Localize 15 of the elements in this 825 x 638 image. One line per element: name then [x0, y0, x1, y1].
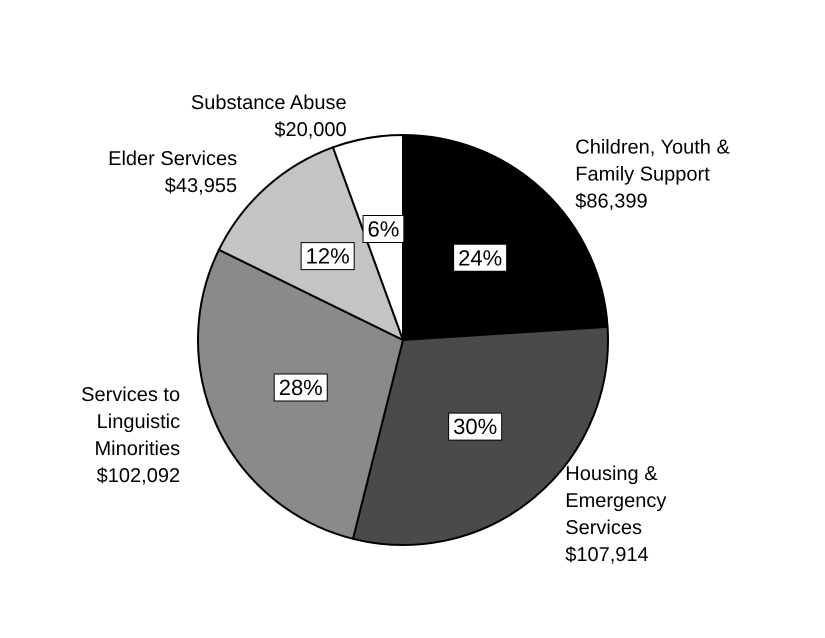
- text: 12%: [306, 244, 350, 269]
- data-label: $107,914: [565, 544, 649, 566]
- data-label: $43,955: [164, 174, 238, 197]
- text: 30%: [453, 414, 498, 440]
- slice-label: Housing & Emergency Services: [565, 462, 666, 539]
- text: 6%: [368, 216, 400, 242]
- slice-label: Children, Youth & Family Support: [575, 136, 730, 186]
- slice-label: Substance Abuse: [190, 92, 347, 114]
- text: 28%: [278, 374, 323, 400]
- data-label: $102,092: [96, 465, 180, 488]
- data-label: $20,000: [274, 118, 347, 141]
- slice-label: Elder Services: [108, 148, 238, 170]
- slice-label: Services to Linguistic Minorities: [81, 384, 180, 460]
- text: 24%: [458, 245, 502, 270]
- data-label: $86,399: [575, 190, 648, 212]
